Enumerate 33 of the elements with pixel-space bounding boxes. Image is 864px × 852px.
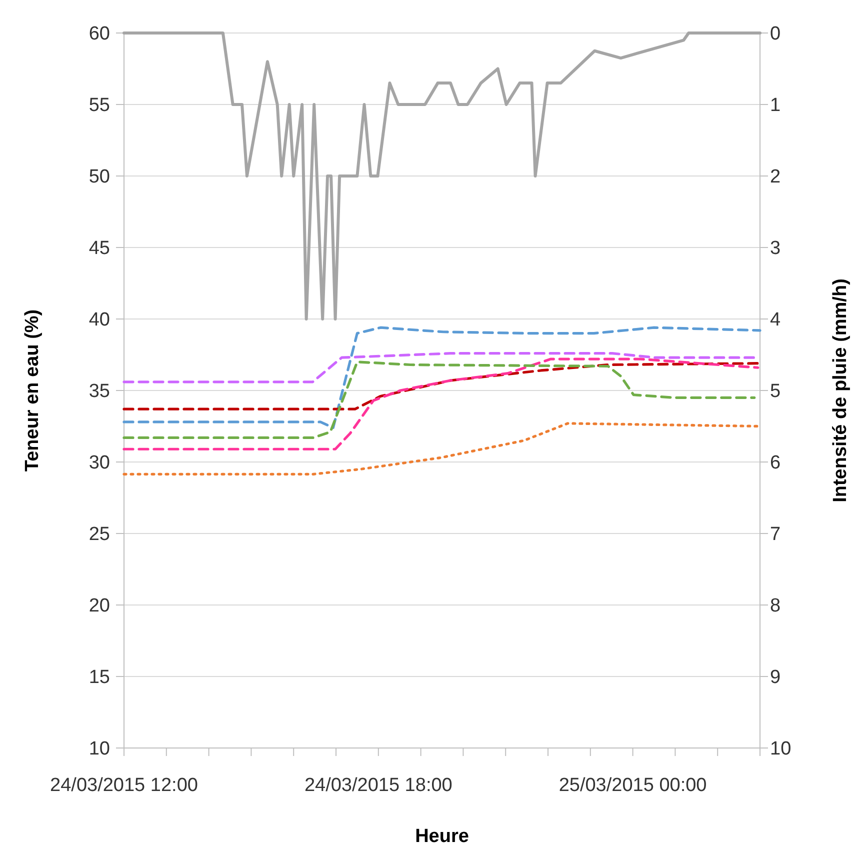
y2-tick-label: 6 — [770, 452, 781, 474]
y2-tick-label: 2 — [770, 166, 781, 188]
y2-tick-label: 1 — [770, 95, 781, 116]
y2-tick-label: 9 — [770, 667, 781, 688]
x-tick-label: 25/03/2015 00:00 — [558, 775, 707, 796]
y2-tick-label: 5 — [770, 381, 781, 402]
line-series — [122, 362, 762, 410]
x-tick-label: 24/03/2015 12:00 — [50, 775, 198, 796]
x-tick-label: 24/03/2015 18:00 — [304, 775, 452, 796]
y2-tick-label: 8 — [770, 596, 781, 617]
y-tick-label: 20 — [88, 596, 110, 617]
line-series — [122, 326, 762, 429]
line-series — [122, 358, 760, 450]
y-tick-label: 50 — [88, 166, 110, 188]
y-tick-label: 40 — [88, 310, 110, 331]
y2-tick-label: 10 — [770, 738, 792, 760]
y-tick-label: 45 — [88, 238, 110, 260]
y-tick-label: 15 — [88, 667, 110, 688]
y-axis-title: Teneur en eau (%) — [22, 309, 43, 472]
line-series — [122, 360, 756, 439]
y-tick-label: 25 — [88, 524, 110, 546]
y-tick-label: 35 — [88, 381, 110, 402]
y2-tick-label: 3 — [770, 238, 781, 260]
y2-tick-label: 4 — [770, 310, 781, 331]
y2-tick-label: 0 — [770, 24, 781, 45]
x-axis-title: Heure — [415, 826, 469, 847]
y-tick-label: 60 — [88, 24, 110, 45]
y-tick-label: 55 — [88, 95, 110, 116]
y2-axis-title: Intensité de pluie (mm/h) — [830, 278, 851, 502]
y-tick-label: 30 — [88, 452, 110, 474]
y-tick-label: 10 — [88, 738, 110, 760]
line-series — [122, 32, 762, 320]
y2-tick-label: 7 — [770, 524, 781, 546]
